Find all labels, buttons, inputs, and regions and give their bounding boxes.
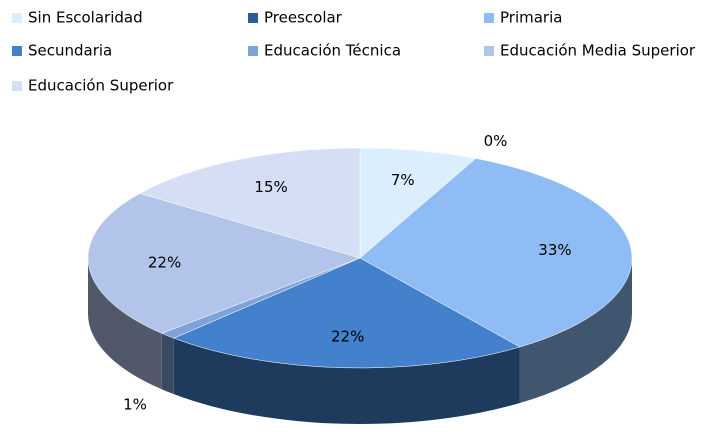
pie-tops [87,147,633,369]
slice [359,158,633,348]
legend-label: Preescolar [264,9,343,27]
data-label: 33% [538,241,571,259]
pie-sides [88,258,632,424]
legend-swatch [12,81,22,91]
slice [359,147,477,259]
slice-side [519,258,632,403]
legend-swatch [248,13,258,23]
legend-label: Sin Escolaridad [28,9,143,27]
legend-swatch [12,46,22,56]
legend-swatch [248,46,258,56]
slice [173,257,521,369]
slice-side [173,338,520,424]
slice-side [161,333,174,395]
legend-label: Educación Media Superior [500,42,696,60]
legend-label: Educación Superior [28,77,174,95]
data-label: 22% [331,328,364,346]
legend-label: Secundaria [28,42,112,60]
legend-label: Primaria [500,9,562,27]
legend-swatch [484,46,494,56]
slice [87,193,361,334]
data-label: 22% [148,253,181,271]
data-label: 7% [391,171,415,189]
data-label: 0% [484,132,508,150]
legend-swatch [484,13,494,23]
data-label: 1% [123,396,147,414]
slice [139,147,361,259]
slice-side [88,258,162,390]
legend-label: Educación Técnica [264,42,401,60]
data-label: 15% [254,178,287,196]
legend-swatch [12,13,22,23]
